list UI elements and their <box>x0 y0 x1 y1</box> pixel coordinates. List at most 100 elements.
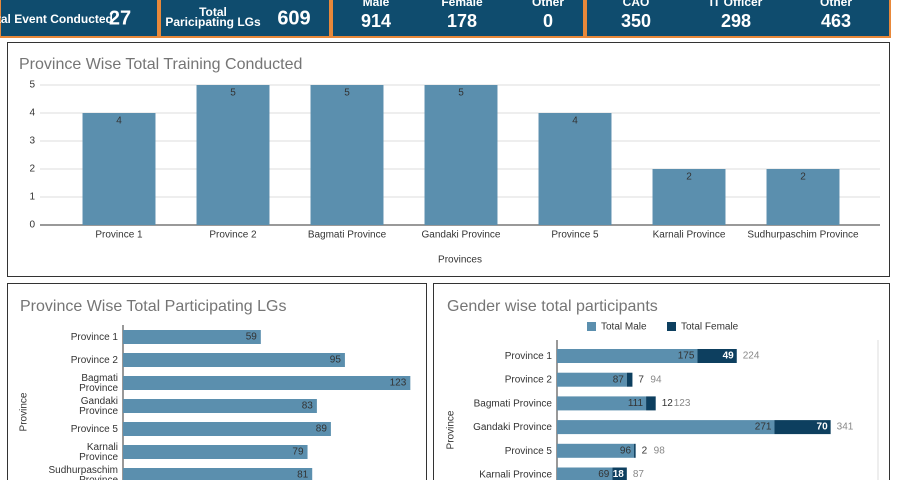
data-label: 89 <box>316 424 328 435</box>
bar-segment <box>612 467 627 480</box>
kpi-label: Female <box>441 0 483 9</box>
data-label: 2 <box>686 172 692 183</box>
chart-title: Gender wise total participants <box>447 298 658 315</box>
y-axis-label: Province <box>19 392 30 431</box>
data-label: 111 <box>628 398 644 409</box>
y-tick-label: Gandaki Province <box>79 396 118 417</box>
kpi-tile <box>585 0 891 38</box>
data-label: 95 <box>330 355 342 366</box>
data-label: 83 <box>302 401 314 412</box>
kpi-tile <box>0 0 159 38</box>
total-label: 87 <box>633 469 645 480</box>
kpi-tile <box>331 0 585 38</box>
y-tick-label: 1 <box>29 192 35 203</box>
x-tick-label: Gandaki Province <box>422 230 501 241</box>
data-label: 175 <box>678 351 695 362</box>
y-tick-label: Gandaki Province <box>473 422 552 433</box>
y-tick-label: 4 <box>29 108 35 119</box>
data-label: 123 <box>390 378 407 389</box>
x-tick-label: Province 1 <box>95 230 143 241</box>
kpi-label: IT Officer <box>710 0 763 9</box>
y-axis-label: Province <box>446 410 457 449</box>
bar-segment <box>626 372 633 387</box>
data-label: 87 <box>613 374 625 385</box>
data-label: 79 <box>292 447 304 458</box>
bar <box>424 85 498 225</box>
data-label: 2 <box>800 172 806 183</box>
data-label: 271 <box>755 422 772 433</box>
y-tick-label: Bagmati Province <box>79 373 118 394</box>
bar-segment <box>634 443 636 458</box>
bar <box>123 399 317 413</box>
x-tick-label: Sudhurpaschim Province <box>747 230 859 241</box>
x-tick-label: Province 2 <box>209 230 257 241</box>
x-tick-label: Province 5 <box>551 230 599 241</box>
bar-segment <box>557 443 635 458</box>
data-label: 7 <box>638 374 644 385</box>
y-tick-label: Province 2 <box>505 374 553 385</box>
data-label: 2 <box>642 445 648 456</box>
total-label: 224 <box>743 351 760 362</box>
panel <box>433 283 890 480</box>
y-tick-label: 3 <box>29 136 35 147</box>
kpi-label: Other <box>820 0 852 9</box>
x-tick-label: Bagmati Province <box>308 230 387 241</box>
bar <box>196 85 270 225</box>
y-tick-label: Province 2 <box>71 355 119 366</box>
data-label: 18 <box>613 469 625 480</box>
data-label: 5 <box>458 88 464 99</box>
bar-segment <box>557 349 698 363</box>
data-label: 70 <box>817 422 829 433</box>
kpi-value: 609 <box>277 7 310 29</box>
kpi-value: 298 <box>721 11 751 31</box>
legend-swatch <box>587 322 596 331</box>
kpi-tile <box>159 0 331 38</box>
y-tick-label: Karnali Province <box>479 469 552 480</box>
kpi-label: Total Paricipating LGs <box>165 5 261 29</box>
total-label: 341 <box>837 422 854 433</box>
data-label: 4 <box>572 116 578 127</box>
kpi-value: 914 <box>361 11 391 31</box>
bar-segment <box>557 372 627 387</box>
y-tick-label: 0 <box>29 220 35 231</box>
y-tick-label: Karnali Province <box>79 442 118 463</box>
y-tick-label: 5 <box>29 80 35 91</box>
legend-label: Total Female <box>681 322 739 333</box>
bar <box>538 113 612 225</box>
data-label: 96 <box>620 445 632 456</box>
bar-segment <box>646 396 656 411</box>
data-label: 5 <box>230 88 236 99</box>
chart-title: Province Wise Total Training Conducted <box>19 56 302 73</box>
bar-segment <box>774 420 831 435</box>
kpi-value: 0 <box>543 11 553 31</box>
bar-segment <box>557 396 647 411</box>
bar <box>123 376 411 390</box>
y-tick-label: Bagmati Province <box>474 398 553 409</box>
total-label: 94 <box>650 374 662 385</box>
x-tick-label: Karnali Province <box>653 230 726 241</box>
bar <box>82 113 156 225</box>
bar-segment <box>557 420 775 435</box>
bar-segment <box>697 349 737 363</box>
y-tick-label: 2 <box>29 164 35 175</box>
chart-title: Province Wise Total Participating LGs <box>20 298 286 315</box>
kpi-label: Total Event Conducted <box>0 12 113 26</box>
data-label: 5 <box>344 88 350 99</box>
data-label: 69 <box>598 469 610 480</box>
kpi-label: Male <box>363 0 390 9</box>
legend-label: Total Male <box>601 322 647 333</box>
kpi-value: 178 <box>447 11 477 31</box>
bar <box>766 169 840 225</box>
total-label: 98 <box>654 445 666 456</box>
y-tick-label: Province 5 <box>71 424 119 435</box>
kpi-label: Other <box>532 0 564 9</box>
bar <box>123 468 313 480</box>
kpi-value: 27 <box>109 7 131 29</box>
kpi-value: 350 <box>621 11 651 31</box>
data-label: 12 <box>662 398 674 409</box>
data-label: 4 <box>116 116 122 127</box>
bar <box>123 330 261 344</box>
total-label: 123 <box>674 398 691 409</box>
kpi-value: 463 <box>821 11 851 31</box>
